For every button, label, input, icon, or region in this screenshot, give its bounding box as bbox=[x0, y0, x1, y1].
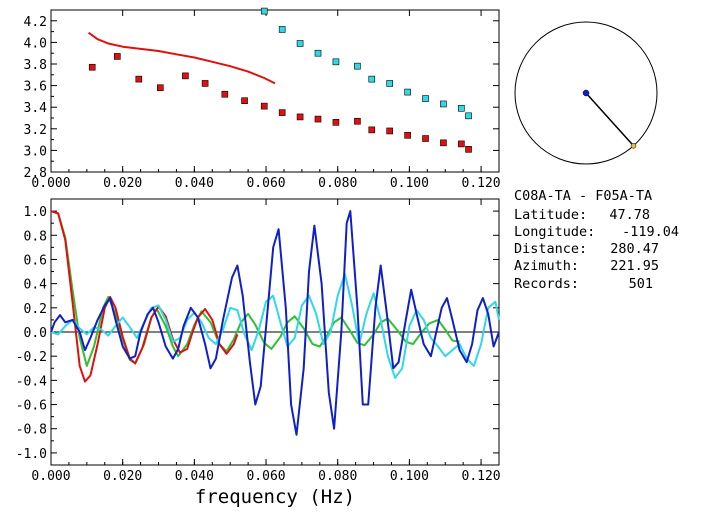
dispersion-point-red bbox=[458, 140, 465, 148]
correlation-x-axis: 0.000 0.020 0.040 0.060 0.080 0.100 0.120 bbox=[31, 199, 501, 484]
dispersion-point-cyan bbox=[278, 26, 286, 33]
dispersion-point-cyan bbox=[404, 88, 411, 96]
dispersion-point-cyan bbox=[314, 49, 322, 57]
correlation-x-tick-label: 0.100 bbox=[390, 469, 429, 484]
dispersion-point-cyan bbox=[368, 75, 376, 83]
dispersion-y-tick-label: 4.2 bbox=[24, 15, 47, 30]
correlation-x-tick-label: 0.040 bbox=[175, 469, 214, 484]
correlation-x-tick-label: 0.120 bbox=[462, 469, 501, 484]
azimuth-compass bbox=[514, 21, 658, 165]
correlation-y-tick-label: -0.4 bbox=[16, 374, 47, 389]
dispersion-point-red bbox=[465, 146, 472, 153]
correlation-marks bbox=[50, 210, 500, 436]
correlation-x-tick-label: 0.020 bbox=[103, 469, 142, 484]
x-axis-title: frequency (Hz) bbox=[195, 486, 355, 508]
dispersion-point-cyan bbox=[332, 58, 340, 66]
correlation-x-tick-label: 0.000 bbox=[31, 469, 70, 484]
dispersion-point-red bbox=[368, 126, 376, 134]
dispersion-point-red bbox=[241, 97, 248, 105]
dispersion-point-red bbox=[332, 119, 340, 126]
correlation-y-axis: -1.0 -0.8 -0.6 -0.4 -0.2 0.0 0.2 0.4 0.6 0.8 1.0 bbox=[16, 205, 499, 462]
dispersion-point-red bbox=[296, 113, 304, 121]
dispersion-point-red bbox=[260, 102, 268, 110]
dispersion-x-tick-label: 0.060 bbox=[246, 176, 285, 191]
dispersion-point-cyan bbox=[422, 95, 429, 102]
dispersion-marks bbox=[88, 7, 472, 153]
dispersion-point-cyan bbox=[260, 7, 268, 15]
correlation-y-tick-label: 0.8 bbox=[24, 229, 47, 244]
dispersion-y-axis: 2.8 3.0 3.2 3.4 3.6 3.8 4.0 4.2 bbox=[24, 15, 499, 181]
longitude-label: Longitude: bbox=[514, 224, 595, 240]
dispersion-x-tick-label: 0.040 bbox=[175, 176, 214, 191]
dispersion-y-tick-label: 3.0 bbox=[24, 144, 47, 159]
records-label: Records: bbox=[514, 276, 579, 292]
dispersion-plot-frame bbox=[50, 9, 500, 173]
dispersion-point-red bbox=[314, 115, 322, 123]
dispersion-point-red bbox=[278, 109, 286, 116]
dispersion-y-tick-label: 3.2 bbox=[24, 123, 47, 138]
azimuth-value: 221.95 bbox=[610, 258, 659, 274]
station-end-dot bbox=[630, 143, 637, 149]
compass-circle bbox=[514, 21, 658, 165]
correlation-y-tick-label: 1.0 bbox=[24, 205, 47, 220]
dispersion-point-cyan bbox=[354, 62, 361, 70]
correlation-series-line-cyan bbox=[50, 273, 500, 379]
correlation-y-tick-label: -0.6 bbox=[16, 399, 47, 414]
dispersion-y-tick-label: 3.8 bbox=[24, 58, 47, 73]
dispersion-y-tick-label: 4.0 bbox=[24, 36, 47, 51]
correlation-series-line-blue bbox=[50, 210, 500, 436]
dispersion-point-red bbox=[440, 139, 447, 147]
dispersion-point-red bbox=[354, 117, 361, 125]
azimuth-line bbox=[585, 92, 635, 147]
dispersion-point-cyan bbox=[458, 104, 465, 112]
azimuth-label: Azimuth: bbox=[514, 258, 579, 274]
correlation-y-tick-label: 0.2 bbox=[24, 302, 47, 317]
distance-value: 280.47 bbox=[610, 241, 659, 257]
dispersion-point-red bbox=[182, 72, 189, 80]
dispersion-x-tick-label: 0.080 bbox=[318, 176, 357, 191]
records-value: 501 bbox=[629, 276, 653, 292]
correlation-y-tick-label: 0.0 bbox=[24, 326, 47, 341]
longitude-value: -119.04 bbox=[622, 224, 679, 240]
latitude-value: 47.78 bbox=[609, 207, 650, 223]
dispersion-point-red bbox=[157, 84, 164, 92]
dispersion-point-red bbox=[221, 90, 229, 98]
correlation-y-tick-label: 0.6 bbox=[24, 253, 47, 268]
dispersion-point-red bbox=[422, 135, 429, 142]
station-pair: C08A-TA - F05A-TA bbox=[514, 188, 652, 204]
latitude-label: Latitude: bbox=[514, 207, 587, 223]
dispersion-y-tick-label: 3.6 bbox=[24, 80, 47, 95]
dispersion-point-red bbox=[201, 80, 209, 87]
correlation-series-line-red bbox=[50, 210, 239, 383]
correlation-panel: -1.0 -0.8 -0.6 -0.4 -0.2 0.0 0.2 0.4 0.6 0.8 1.0 0… bbox=[16, 198, 501, 508]
dispersion-panel: 2.8 3.0 3.2 3.4 3.6 3.8 4.0 4.2 0.000 0.020 0.040… bbox=[24, 7, 501, 191]
correlation-y-tick-label: -1.0 bbox=[16, 447, 47, 462]
dispersion-point-red bbox=[114, 53, 121, 60]
dispersion-series-line-red bbox=[88, 31, 276, 85]
dispersion-y-tick-label: 3.4 bbox=[24, 101, 48, 116]
dispersion-point-cyan bbox=[440, 100, 447, 108]
dispersion-point-red bbox=[88, 63, 96, 71]
station-center-dot bbox=[582, 89, 590, 97]
dispersion-point-cyan bbox=[386, 80, 393, 87]
dispersion-x-tick-label: 0.020 bbox=[103, 176, 142, 191]
dispersion-point-cyan bbox=[465, 112, 472, 120]
station-info: C08A-TA - F05A-TA Latitude: 47.78 Longit… bbox=[514, 188, 679, 292]
dispersion-x-tick-label: 0.100 bbox=[390, 176, 429, 191]
correlation-y-tick-label: 0.4 bbox=[24, 278, 48, 293]
dispersion-x-tick-label: 0.120 bbox=[462, 176, 501, 191]
dispersion-point-red bbox=[135, 75, 143, 83]
correlation-y-tick-label: -0.8 bbox=[16, 423, 47, 438]
distance-label: Distance: bbox=[514, 241, 587, 257]
dispersion-point-cyan bbox=[296, 40, 304, 47]
correlation-y-tick-label: -0.2 bbox=[16, 350, 47, 365]
dispersion-point-red bbox=[386, 127, 393, 135]
dispersion-y-tick-label: 2.8 bbox=[24, 166, 47, 181]
correlation-x-tick-label: 0.080 bbox=[318, 469, 357, 484]
dispersion-x-tick-label: 0.000 bbox=[31, 176, 70, 191]
dispersion-x-axis: 0.000 0.020 0.040 0.060 0.080 0.100 0.120 bbox=[31, 10, 501, 191]
correlation-x-tick-label: 0.060 bbox=[246, 469, 285, 484]
dispersion-point-red bbox=[404, 131, 411, 139]
